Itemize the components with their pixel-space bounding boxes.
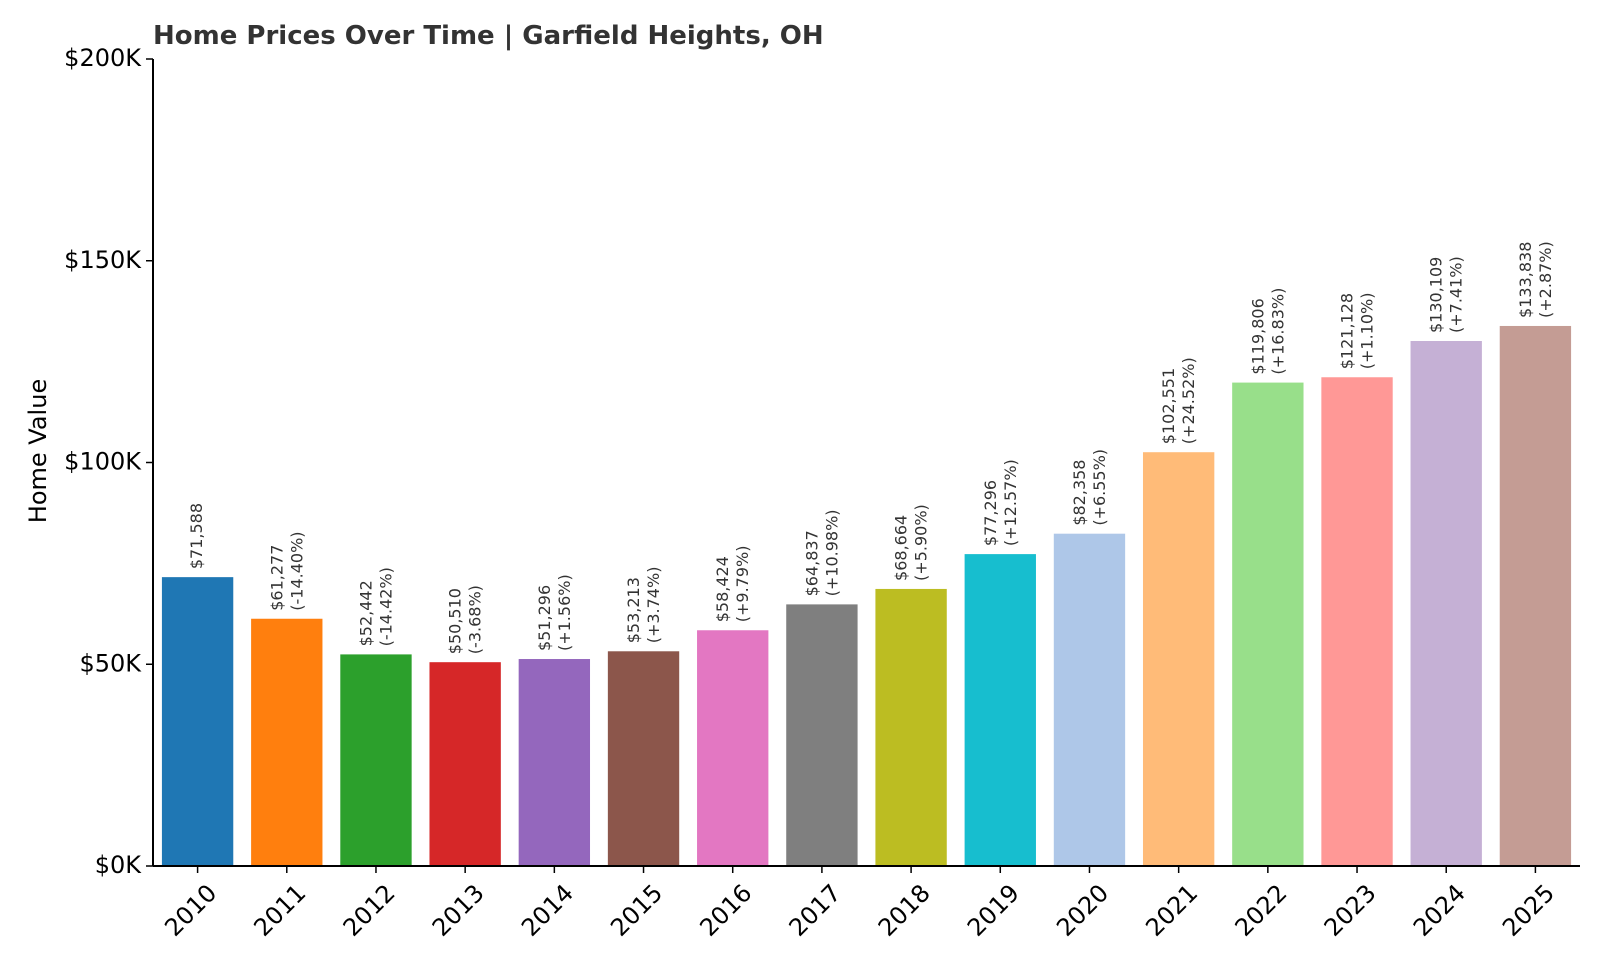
change-label-2019: (+12.57%) (1001, 459, 1020, 546)
change-label-2018: (+5.90%) (912, 504, 931, 581)
bars-group (161, 325, 1572, 866)
change-label-2012: (-14.42%) (376, 567, 395, 646)
bar-2014 (518, 659, 591, 866)
value-label-2022: $119,806 (1248, 298, 1267, 374)
change-label-2014: (+1.56%) (555, 574, 574, 651)
change-label-2023: (+1.10%) (1358, 293, 1377, 370)
x-tick-label-2019: 2019 (962, 879, 1025, 942)
bar-2025 (1499, 325, 1572, 866)
x-tick-label-2011: 2011 (248, 879, 311, 942)
x-tick-label-2015: 2015 (605, 879, 668, 942)
value-label-2024: $130,109 (1427, 257, 1446, 333)
value-label-2021: $102,551 (1159, 368, 1178, 444)
data-labels-group: $71,588 $61,277 (-14.40%) $52,442 (-14.42%) $… (187, 241, 1555, 654)
change-label-2016: (+9.79%) (733, 546, 752, 623)
x-tick-label-2023: 2023 (1319, 879, 1382, 942)
y-tick-label-0: $0K (95, 851, 143, 879)
change-label-2017: (+10.98%) (822, 509, 841, 596)
x-tick-label-2022: 2022 (1230, 879, 1293, 942)
change-label-2013: (-3.68%) (466, 585, 485, 654)
chart-title: Home Prices Over Time | Garfield Heights… (153, 21, 824, 51)
value-label-2019: $77,296 (981, 480, 1000, 546)
bar-2020 (1053, 533, 1126, 866)
bar-2013 (429, 662, 501, 866)
value-label-2018: $68,664 (892, 515, 911, 581)
x-tick-label-2024: 2024 (1408, 879, 1471, 942)
change-label-2025: (+2.87%) (1536, 241, 1555, 318)
bar-2018 (875, 588, 947, 866)
value-label-2025: $133,838 (1516, 242, 1535, 318)
y-axis-label: Home Value (24, 379, 52, 523)
bar-2023 (1321, 377, 1393, 866)
y-tick-label-1: $50K (79, 649, 142, 677)
value-label-2014: $51,296 (535, 585, 554, 651)
x-axis: 2010 2011 2012 2013 2014 2015 2016 2017 2018 2019… (153, 865, 1580, 942)
value-label-2010: $71,588 (187, 503, 206, 569)
y-tick-label-3: $150K (64, 246, 142, 274)
change-label-2015: (+3.74%) (644, 567, 663, 644)
change-label-2021: (+24.52%) (1179, 357, 1198, 444)
y-axis: $0K $50K $100K $150K $200K (64, 44, 154, 879)
bar-2016 (697, 630, 769, 866)
bar-2019 (964, 554, 1036, 866)
bar-2010 (161, 577, 234, 866)
x-tick-label-2021: 2021 (1140, 879, 1203, 942)
bar-2017 (786, 604, 858, 866)
x-tick-label-2016: 2016 (694, 879, 757, 942)
value-label-2023: $121,128 (1338, 293, 1357, 369)
bar-2012 (340, 654, 412, 866)
value-label-2013: $50,510 (446, 588, 465, 654)
value-label-2020: $82,358 (1070, 460, 1089, 526)
value-label-2011: $61,277 (267, 545, 286, 611)
bar-2022 (1232, 382, 1304, 866)
change-label-2020: (+6.55%) (1090, 449, 1109, 526)
change-label-2011: (-14.40%) (287, 531, 306, 610)
bar-2011 (251, 618, 323, 866)
x-tick-label-2017: 2017 (784, 879, 847, 942)
bar-2015 (607, 651, 680, 866)
y-tick-label-4: $200K (64, 44, 142, 72)
x-tick-label-2018: 2018 (873, 879, 936, 942)
x-tick-label-2014: 2014 (516, 879, 579, 942)
x-tick-label-2012: 2012 (338, 879, 401, 942)
value-label-2016: $58,424 (713, 556, 732, 622)
bar-2024 (1410, 341, 1482, 866)
x-tick-label-2020: 2020 (1051, 879, 1114, 942)
y-tick-label-2: $100K (64, 448, 142, 476)
bar-2021 (1142, 452, 1215, 866)
x-tick-label-2025: 2025 (1497, 879, 1560, 942)
value-label-2015: $53,213 (624, 577, 643, 643)
value-label-2012: $52,442 (356, 580, 375, 646)
change-label-2024: (+7.41%) (1447, 256, 1466, 333)
x-tick-label-2010: 2010 (159, 879, 222, 942)
value-label-2017: $64,837 (802, 530, 821, 596)
change-label-2022: (+16.83%) (1268, 288, 1287, 375)
x-tick-label-2013: 2013 (427, 879, 490, 942)
